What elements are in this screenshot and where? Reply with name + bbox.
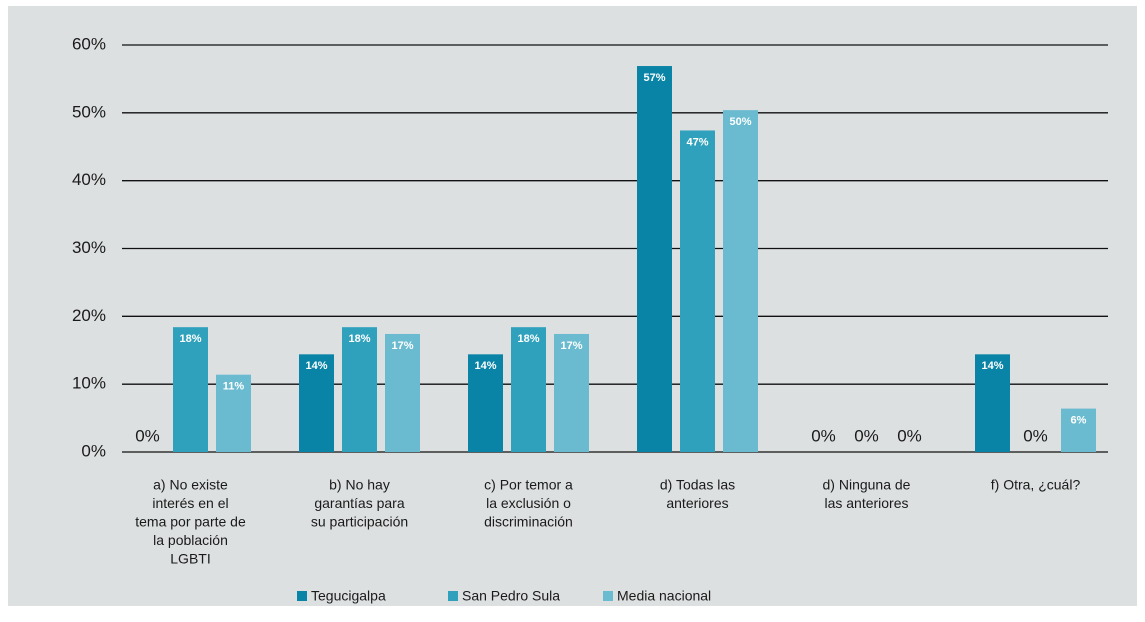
x-tick-label: tema por parte de <box>135 514 246 530</box>
bar <box>342 327 377 452</box>
data-label: 14% <box>474 360 496 372</box>
data-label: 14% <box>305 360 327 372</box>
bar <box>975 354 1010 452</box>
x-tick-label: discriminación <box>484 514 573 530</box>
y-tick-label: 50% <box>72 102 106 121</box>
bar <box>723 110 758 453</box>
x-tick-label: garantías para <box>314 495 404 511</box>
x-tick-label: la exclusión o <box>486 495 571 511</box>
data-label: 18% <box>348 333 370 345</box>
legend-swatch <box>603 591 613 601</box>
data-label: 0% <box>135 426 160 445</box>
bar <box>216 374 251 452</box>
data-label: 47% <box>686 136 708 148</box>
y-tick-label: 40% <box>72 170 106 189</box>
x-tick-label: a) No existe <box>153 477 228 493</box>
data-label: 0% <box>854 426 879 445</box>
bar <box>554 333 589 452</box>
x-tick-label: las anteriores <box>824 495 908 511</box>
data-label: 0% <box>811 426 836 445</box>
x-tick-label: la población <box>153 532 228 548</box>
bar <box>468 354 503 452</box>
bar <box>637 66 672 453</box>
data-label: 57% <box>643 72 665 84</box>
bar <box>511 327 546 452</box>
data-label: 17% <box>391 340 413 352</box>
data-label: 0% <box>1023 426 1048 445</box>
y-tick-label: 10% <box>72 374 106 393</box>
x-tick-label: su participación <box>311 514 408 530</box>
legend-label: Media nacional <box>617 588 711 604</box>
x-tick-label: d) Ninguna de <box>823 477 911 493</box>
data-label: 11% <box>223 381 245 393</box>
x-tick-label: c) Por temor a <box>484 477 573 493</box>
x-tick-label: interés en el <box>152 495 228 511</box>
data-label: 0% <box>897 426 922 445</box>
legend-label: San Pedro Sula <box>462 588 560 604</box>
data-label: 18% <box>179 333 201 345</box>
bar <box>385 333 420 452</box>
bar <box>680 130 715 452</box>
x-tick-label: f) Otra, ¿cuál? <box>991 477 1081 493</box>
legend-swatch <box>448 591 458 601</box>
data-label: 6% <box>1071 414 1087 426</box>
data-label: 17% <box>560 340 582 352</box>
x-tick-label: b) No hay <box>329 477 390 493</box>
x-tick-label: LGBTI <box>170 551 210 567</box>
data-label: 18% <box>517 333 539 345</box>
legend-label: Tegucigalpa <box>311 588 386 604</box>
x-tick-label: anteriores <box>666 495 728 511</box>
y-tick-label: 30% <box>72 238 106 257</box>
bar <box>299 354 334 452</box>
y-tick-label: 60% <box>72 34 106 53</box>
y-tick-label: 0% <box>81 441 106 460</box>
bar <box>1061 408 1096 452</box>
legend-swatch <box>297 591 307 601</box>
data-label: 14% <box>981 360 1003 372</box>
y-tick-label: 20% <box>72 306 106 325</box>
panel <box>8 6 1137 606</box>
bar <box>173 327 208 452</box>
data-label: 50% <box>729 116 751 128</box>
x-tick-label: d) Todas las <box>660 477 735 493</box>
